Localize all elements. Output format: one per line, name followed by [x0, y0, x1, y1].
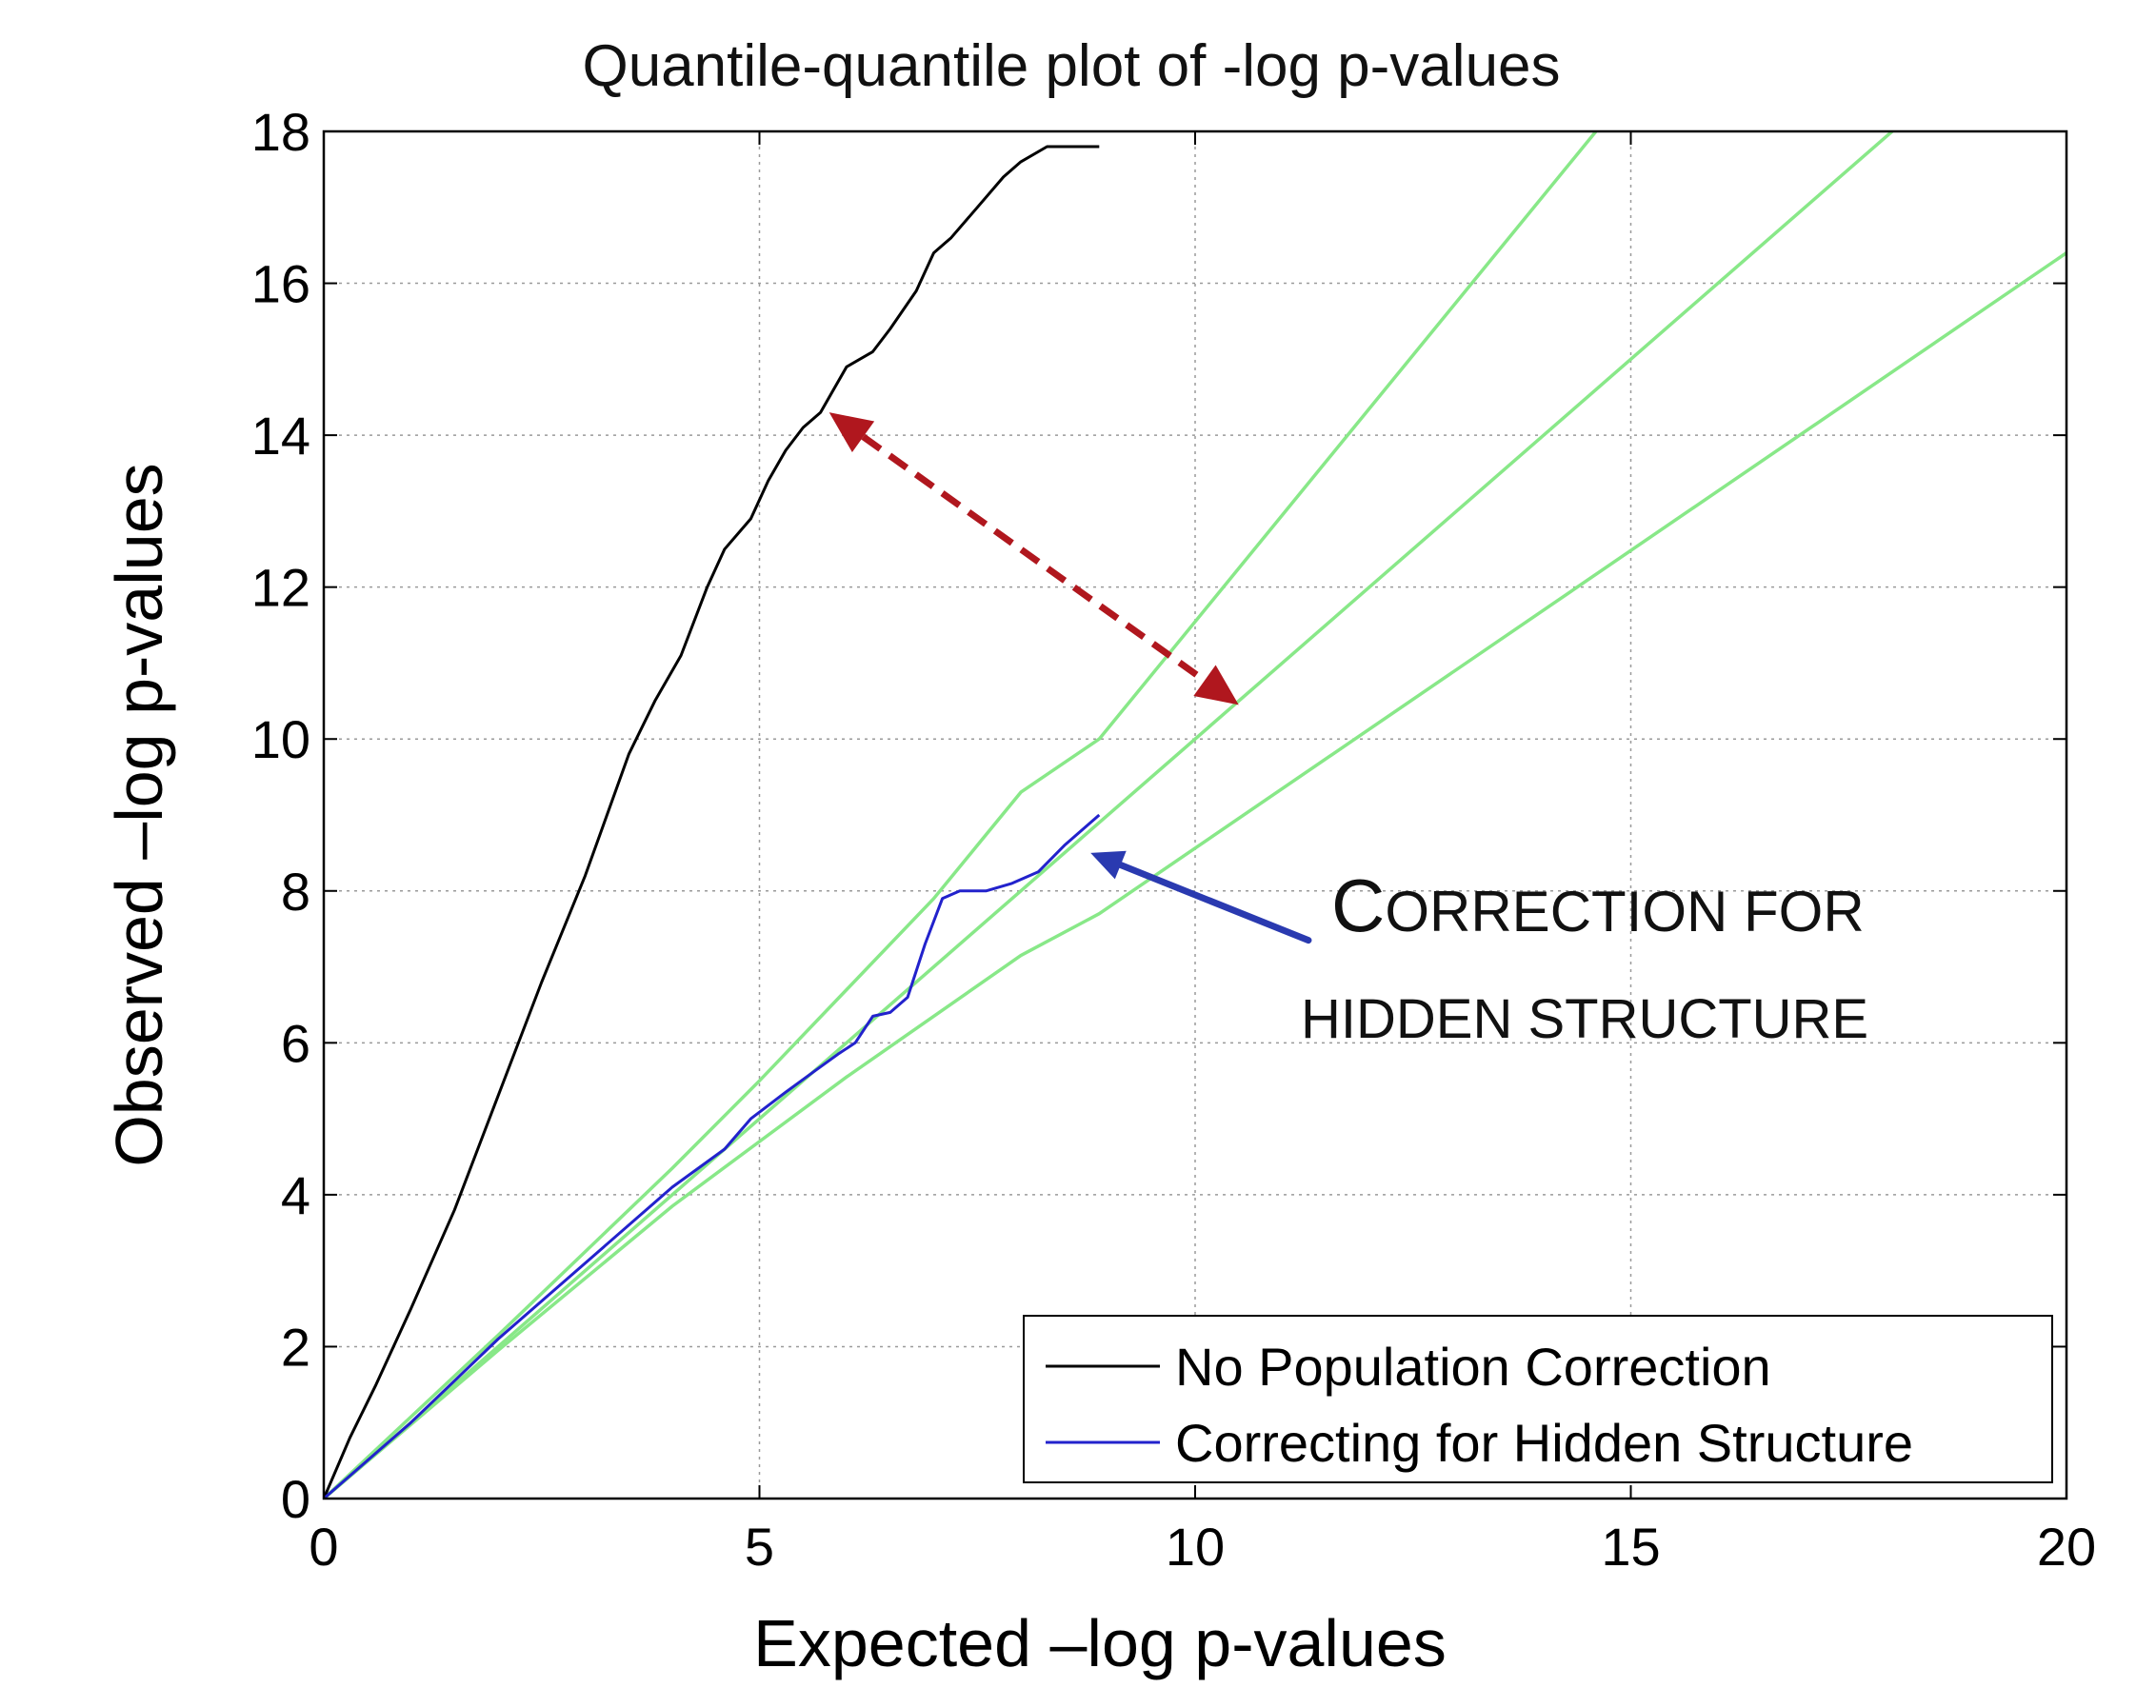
red-arrow-head-start [828, 412, 875, 453]
legend-box [1023, 1315, 2053, 1483]
y-tick-label: 18 [251, 102, 310, 162]
red-arrow-head-end [1193, 665, 1239, 705]
series-line-0 [324, 145, 1100, 1499]
annotation-capital-letter: C [1331, 864, 1385, 947]
reference-line [324, 251, 2066, 1499]
y-tick-label: 4 [281, 1165, 310, 1225]
legend: No Population Correction Correcting for … [1023, 1315, 2053, 1483]
y-tick-label: 14 [251, 406, 310, 466]
blue-arrow-shaft [1117, 862, 1312, 944]
y-tick-label: 0 [281, 1469, 310, 1529]
y-tick-label: 6 [281, 1013, 310, 1073]
y-tick-label: 2 [281, 1317, 310, 1377]
red-dashed-arrow-shaft [861, 433, 1207, 684]
x-tick-label: 15 [1601, 1517, 1660, 1577]
x-tick-label: 0 [309, 1517, 338, 1577]
y-axis-label: Observed –log p-values [102, 463, 176, 1166]
x-axis-label: Expected –log p-values [753, 1606, 1447, 1680]
series-line-1 [324, 813, 1101, 1499]
y-tick-label: 12 [251, 558, 310, 618]
blue-arrow-head [1090, 850, 1127, 880]
legend-entry-no-correction: No Population Correction [1175, 1337, 1771, 1397]
reference-line [324, 131, 1895, 1499]
y-tick-label: 10 [251, 709, 310, 769]
plot-area [324, 131, 2066, 1499]
annotation-line-1: CORRECTION FOR [1331, 864, 1865, 947]
annotation-line-2: HIDDEN STRUCTURE [1301, 988, 1868, 1050]
legend-entry-hidden-structure: Correcting for Hidden Structure [1175, 1413, 1913, 1473]
annotation-small-caps: ORRECTION FOR [1385, 880, 1864, 943]
x-tick-label: 10 [1166, 1517, 1225, 1577]
x-tick-label: 20 [2037, 1517, 2096, 1577]
x-tick-label: 5 [745, 1517, 774, 1577]
y-tick-label: 8 [281, 862, 310, 922]
axis-ticks: 0 5 10 15 20 0 2 4 6 8 10 12 14 16 18 [251, 102, 2096, 1577]
y-tick-label: 16 [251, 254, 310, 314]
annotations: CORRECTION FOR HIDDEN STRUCTURE [828, 412, 1868, 1050]
chart-title: Quantile-quantile plot of -log p-values [582, 33, 1560, 99]
series-group [324, 131, 2066, 1499]
reference-line [324, 131, 1598, 1499]
